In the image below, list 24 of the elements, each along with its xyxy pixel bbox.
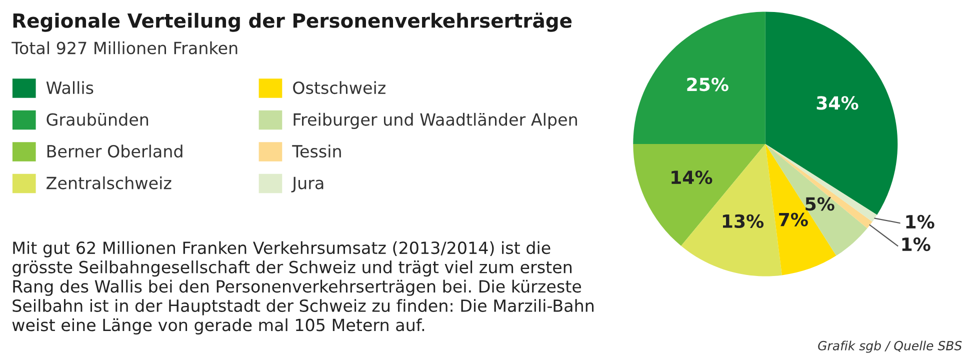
legend-label: Wallis [46, 81, 94, 94]
legend-label: Tessin [292, 144, 341, 158]
text: Total 927 Millionen Franken [12, 41, 238, 54]
data-label: 7% [779, 212, 808, 226]
data-label: 1% [902, 237, 930, 252]
data-label: 34% [816, 96, 858, 110]
data-label: 14% [672, 170, 712, 184]
legend-label: Berner Oberland [47, 144, 182, 158]
legend-label: Ostschweiz [293, 81, 386, 94]
data-label: 13% [722, 214, 764, 228]
legend-label: Jura [291, 176, 324, 192]
pie-slice [765, 144, 868, 256]
data-label: 25% [687, 78, 728, 92]
legend-label: Zentralschweiz [46, 176, 172, 190]
text: Grafik sgb / Quelle SBS [818, 340, 962, 353]
pie-slice [633, 144, 766, 246]
pie-slice [765, 144, 836, 276]
chart-title: Regionale Verteilung der Personenverkehrserträge [13, 12, 572, 32]
text: Mit gut 62 Millionen Franken Verkehrsumsatz (2013/2014) ist die grösste Seilbahngesellschaft der Schweiz und trägt viel zum ersten Rang des Wallis bei den Personenverkehrserträgen bei. Die kürzeste Seilbahn ist in der Hauptstadt der Schweiz zu finden: Die Marzili-Bahn weist eine Länge von gerade mal 105 Metern auf. [12, 241, 594, 335]
data-label: 1% [906, 214, 934, 229]
pie-slice [633, 12, 766, 144]
legend-label: Graubünden [46, 112, 148, 126]
legend-label: Freiburger und Waadtländer Alpen [294, 112, 577, 130]
data-label: 5% [806, 197, 834, 211]
